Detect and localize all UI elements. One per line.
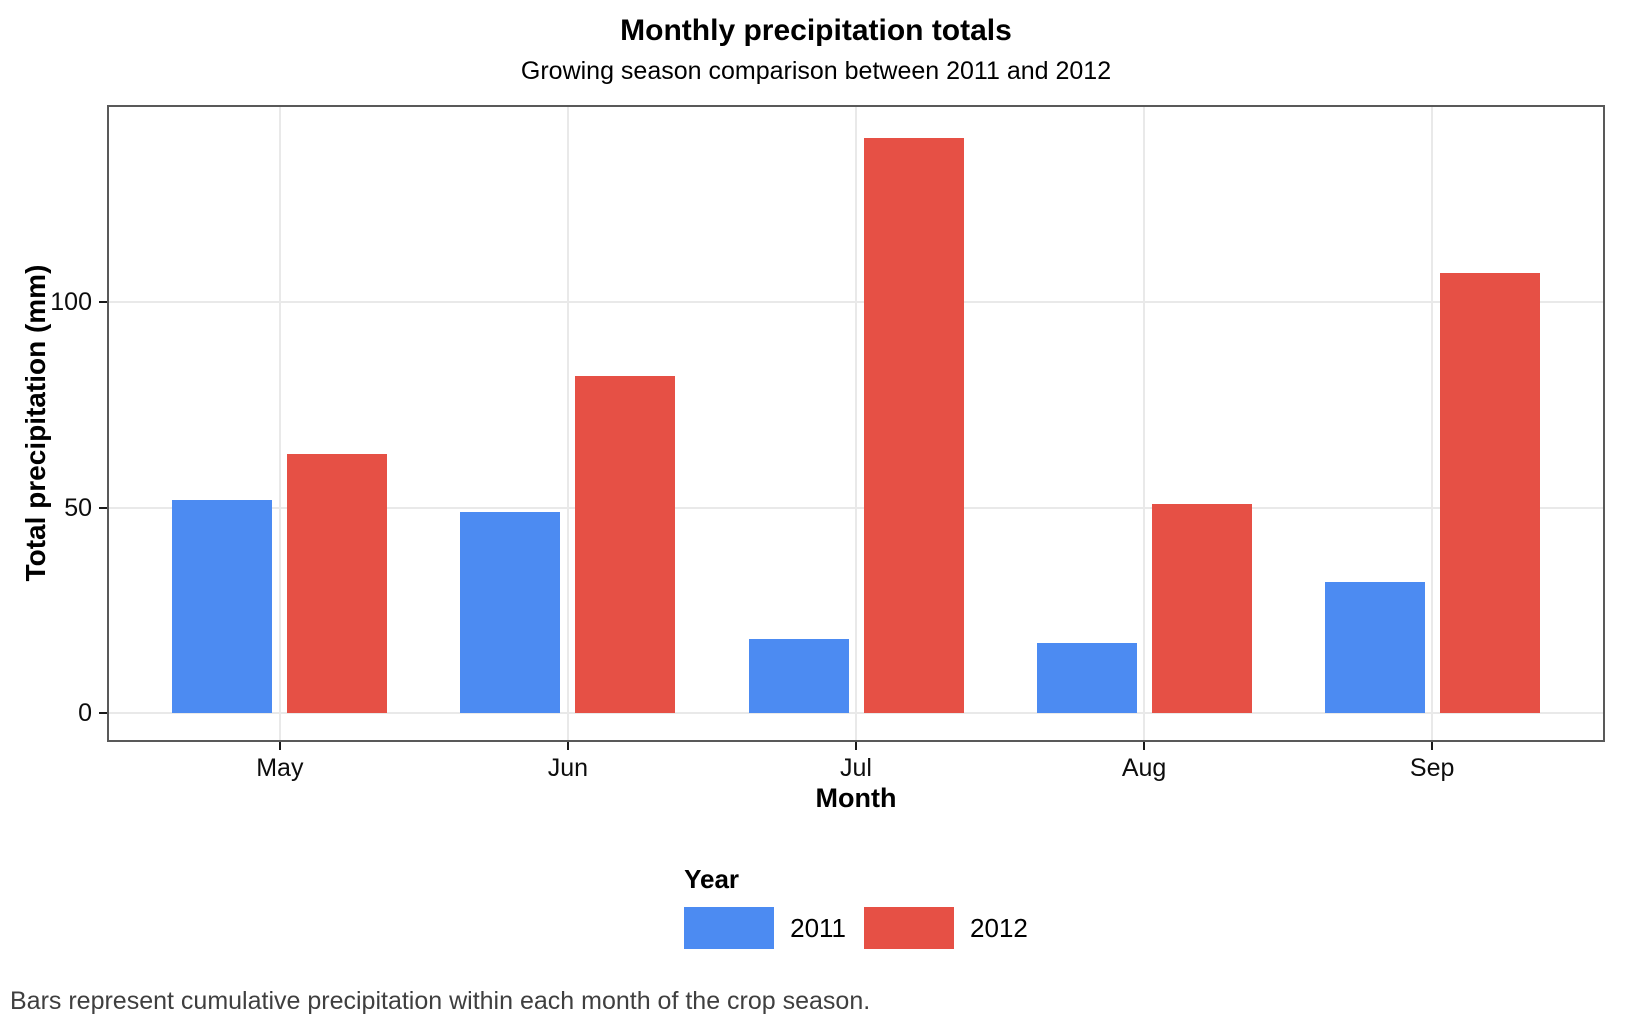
x-tick-label-jul: Jul: [840, 754, 872, 782]
x-tick-mark-may: [278, 742, 281, 750]
y-tick-label-0: 0: [78, 699, 92, 728]
bar-2011-sep: [1324, 581, 1425, 714]
gridline-v-aug: [1143, 105, 1146, 742]
gridline-v-jul: [855, 105, 857, 742]
gridline-h-100: [107, 301, 1605, 304]
bar-2012-aug: [1151, 503, 1252, 714]
x-tick-label-jun: Jun: [547, 754, 589, 782]
gridline-v-sep: [1431, 105, 1434, 742]
bar-2012-sep: [1439, 273, 1540, 714]
bar-2011-jul: [748, 639, 849, 714]
y-tick-mark-100: [99, 301, 107, 304]
legend-title: Year: [684, 864, 740, 894]
bar-2012-jun: [575, 376, 676, 714]
bar-2011-may: [172, 499, 273, 714]
gridline-h-50: [107, 506, 1605, 509]
legend: Year 2011 2012: [107, 864, 1605, 949]
legend-swatch-2011: [684, 907, 775, 949]
gridline-h-0: [107, 712, 1605, 715]
legend-item-2012: 2012: [864, 907, 1028, 949]
bar-2011-jun: [460, 511, 561, 714]
legend-item-2011: 2011: [684, 907, 846, 949]
legend-row: 2011 2012: [684, 907, 1028, 949]
bar-2012-may: [287, 454, 388, 714]
gridline-v-may: [278, 105, 281, 742]
legend-label-2011: 2011: [790, 913, 847, 943]
legend-label-2012: 2012: [970, 913, 1028, 943]
legend-box: Year 2011 2012: [684, 864, 1028, 949]
chart-subtitle: Growing season comparison between 2011 a…: [520, 57, 1112, 85]
x-tick-label-sep: Sep: [1409, 754, 1455, 782]
bar-2011-aug: [1036, 643, 1137, 714]
legend-swatch-2012: [864, 907, 955, 949]
x-axis-title: Month: [815, 783, 897, 813]
x-tick-mark-jul: [855, 742, 857, 750]
plot-panel: [107, 105, 1605, 742]
gridline-v-jun: [566, 105, 569, 742]
y-tick-mark-0: [99, 712, 107, 715]
x-tick-mark-aug: [1143, 742, 1146, 750]
x-tick-mark-sep: [1431, 742, 1434, 750]
x-tick-label-aug: Aug: [1121, 754, 1167, 782]
y-axis-title: Total precipitation (mm): [20, 264, 51, 582]
y-tick-mark-50: [99, 506, 107, 509]
bar-2012-jul: [863, 137, 964, 714]
x-tick-mark-jun: [566, 742, 569, 750]
chart-caption: Bars represent cumulative precipitation …: [10, 987, 871, 1015]
x-tick-label-may: May: [256, 754, 304, 782]
chart-title: Monthly precipitation totals: [620, 14, 1012, 47]
